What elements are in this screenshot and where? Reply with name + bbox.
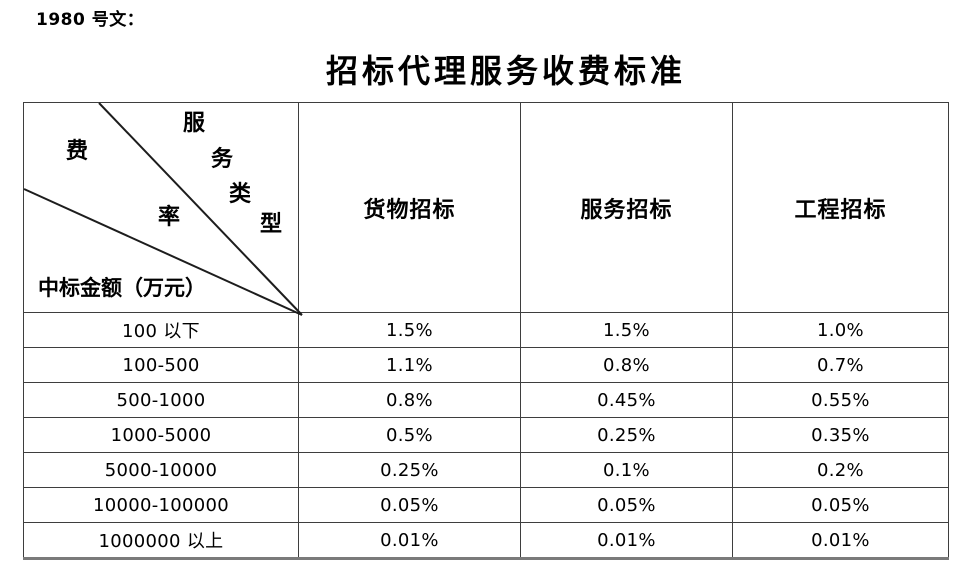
rate-cell: 1.1%: [298, 347, 521, 383]
rate-cell: 1.5%: [520, 312, 733, 348]
rate-cell: 0.8%: [298, 382, 521, 418]
table-row: 1000-5000 0.5% 0.25% 0.35%: [23, 417, 949, 453]
diagonal-split-lines: [23, 102, 303, 316]
corner-service-type-char: 服: [183, 110, 206, 136]
amount-range-cell: 5000-10000: [23, 452, 299, 488]
doc-number-note: 1980 号文：: [36, 10, 145, 30]
rate-cell: 1.5%: [298, 312, 521, 348]
column-header-goods-bidding: 货物招标: [298, 102, 521, 313]
table-row: 5000-10000 0.25% 0.1% 0.2%: [23, 452, 949, 488]
corner-rate-char: 率: [158, 204, 181, 230]
rate-cell: 0.25%: [520, 417, 733, 453]
amount-range-cell: 1000000 以上: [23, 522, 299, 560]
corner-rate-char: 费: [66, 138, 89, 164]
rate-cell: 0.25%: [298, 452, 521, 488]
page-title: 招标代理服务收费标准: [325, 52, 686, 90]
diagonal-line-lower: [23, 188, 303, 316]
rate-cell: 0.8%: [520, 347, 733, 383]
rate-cell: 0.01%: [520, 522, 733, 560]
table-row: 500-1000 0.8% 0.45% 0.55%: [23, 382, 949, 418]
fee-table: 服 务 类 型 费 率 中标金额（万元） 货物招标 服务招标 工程招标 100 …: [23, 102, 949, 560]
amount-range-cell: 100-500: [23, 347, 299, 383]
rate-cell: 0.55%: [732, 382, 949, 418]
header-row: 服 务 类 型 费 率 中标金额（万元） 货物招标 服务招标 工程招标: [23, 102, 949, 316]
diagonal-header-cell: 服 务 类 型 费 率 中标金额（万元）: [23, 102, 303, 316]
rate-cell: 0.7%: [732, 347, 949, 383]
rate-cell: 0.5%: [298, 417, 521, 453]
rate-cell: 0.05%: [298, 487, 521, 523]
rate-cell: 0.01%: [298, 522, 521, 560]
rate-cell: 0.2%: [732, 452, 949, 488]
table-row: 100 以下 1.5% 1.5% 1.0%: [23, 312, 949, 348]
column-header-service-bidding: 服务招标: [520, 102, 733, 313]
corner-service-type-char: 类: [229, 181, 252, 207]
rate-cell: 0.01%: [732, 522, 949, 560]
amount-range-cell: 10000-100000: [23, 487, 299, 523]
corner-service-type-char: 型: [260, 211, 283, 237]
amount-range-cell: 100 以下: [23, 312, 299, 348]
amount-range-cell: 1000-5000: [23, 417, 299, 453]
diagonal-line-upper: [98, 102, 303, 316]
rate-cell: 0.1%: [520, 452, 733, 488]
rate-cell: 0.05%: [520, 487, 733, 523]
column-header-engineering-bidding: 工程招标: [732, 102, 949, 313]
rate-cell: 0.45%: [520, 382, 733, 418]
corner-amount-label: 中标金额（万元）: [38, 275, 206, 300]
table-row: 10000-100000 0.05% 0.05% 0.05%: [23, 487, 949, 523]
table-row: 100-500 1.1% 0.8% 0.7%: [23, 347, 949, 383]
rate-cell: 1.0%: [732, 312, 949, 348]
corner-service-type-char: 务: [211, 146, 234, 172]
table-row: 1000000 以上 0.01% 0.01% 0.01%: [23, 522, 949, 560]
rate-cell: 0.35%: [732, 417, 949, 453]
rate-cell: 0.05%: [732, 487, 949, 523]
amount-range-cell: 500-1000: [23, 382, 299, 418]
